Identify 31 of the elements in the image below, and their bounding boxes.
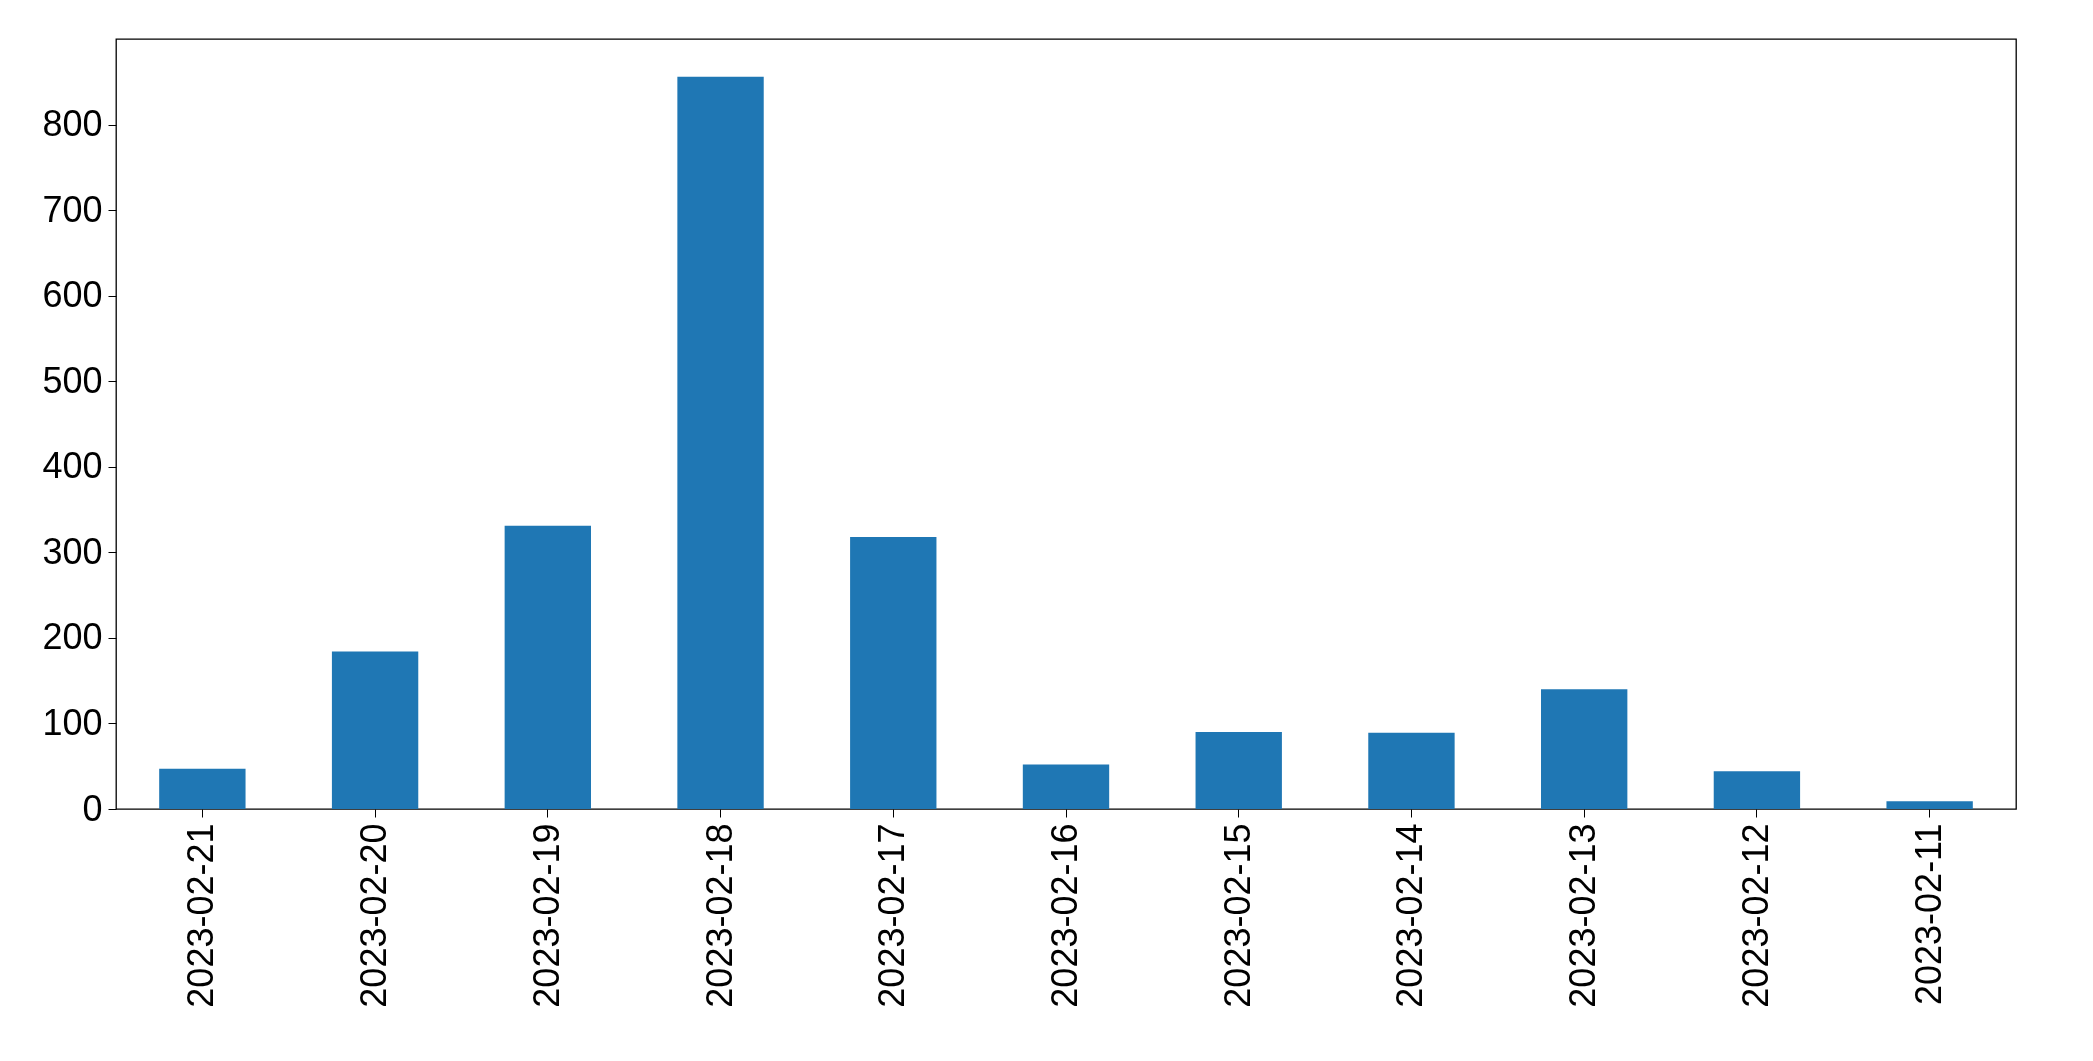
y-tick-label: 500 [42, 359, 103, 401]
x-tick-label: 2023-02-13 [1562, 823, 1604, 1008]
bar [1368, 732, 1455, 809]
x-tick-label: 2023-02-16 [1044, 823, 1085, 1008]
bar [1713, 771, 1801, 809]
x-tick-label: 2023-02-12 [1734, 823, 1776, 1008]
bar [504, 525, 591, 809]
y-tick-label: 400 [42, 445, 103, 487]
y-tick-label: 600 [42, 274, 103, 316]
x-tick-label: 2023-02-17 [871, 823, 913, 1008]
bar [1886, 801, 1973, 809]
bar [331, 651, 419, 809]
bar [1541, 689, 1628, 809]
x-tick-label: 2023-02-18 [698, 823, 740, 1008]
x-tick-label: 2023-02-14 [1389, 823, 1431, 1008]
bar [159, 768, 246, 809]
x-tick-label: 2023-02-15 [1216, 823, 1258, 1008]
y-tick-label: 0 [82, 787, 103, 829]
x-tick-label: 2023-02-20 [353, 823, 395, 1008]
y-tick-label: 300 [42, 530, 103, 572]
bar [677, 76, 764, 809]
x-tick-label: 2023-02-21 [180, 823, 222, 1008]
x-tick-label: 2023-02-11 [1907, 823, 1949, 1005]
y-tick-label: 200 [42, 616, 103, 658]
y-tick-label: 100 [42, 701, 103, 743]
bar [1022, 764, 1110, 809]
y-tick-label: 800 [42, 103, 103, 145]
x-tick-label: 2023-02-19 [525, 823, 567, 1008]
y-tick-label: 700 [42, 188, 103, 230]
bar [850, 536, 937, 809]
bar [1195, 732, 1282, 809]
